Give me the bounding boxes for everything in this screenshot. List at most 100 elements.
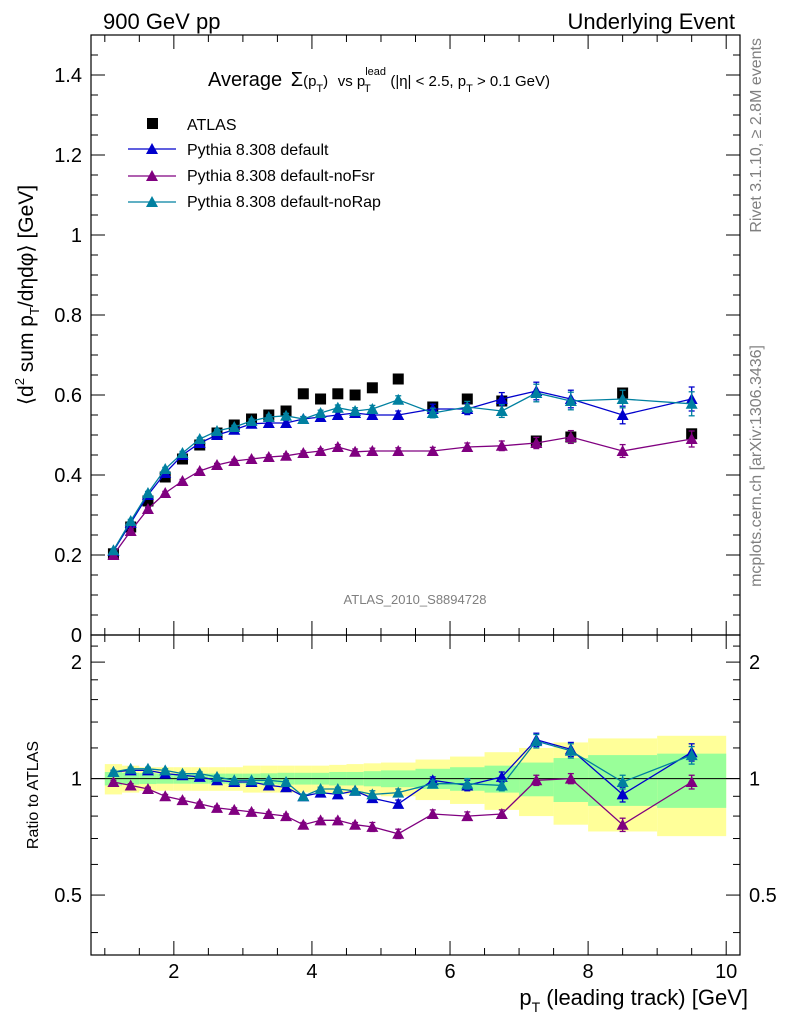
data-point-noFsr [159, 487, 172, 498]
main-ytick-label: 1.2 [54, 145, 82, 167]
data-point-noFsr [392, 445, 405, 456]
ratio-point-noRap [141, 762, 154, 774]
data-point-noFsr [245, 453, 258, 464]
ratio-ytick-label-left: 1 [71, 769, 82, 791]
main-ytick-label: 0.6 [54, 385, 82, 407]
data-point-noRap [228, 421, 241, 432]
data-point-atlas [142, 495, 154, 507]
ratio-ytick-label-right: 2 [749, 652, 760, 674]
title-sigma-sub: T [316, 83, 323, 95]
ylabel-sub: T [27, 307, 42, 315]
mcplots-label: mcplots.cern.ch [arXiv:1306.3436] [748, 345, 765, 587]
ratio-point-noRap [314, 782, 327, 794]
main-ytick-label: 0.8 [54, 305, 82, 327]
main-title: Average Σ(pT) vs plead T (|η| < 2.5, pT >… [208, 66, 550, 97]
ratio-point-noFsr [331, 814, 344, 826]
ratio-point-noFsr [124, 779, 137, 791]
ratio-xlabel: pT (leading track) [GeV] [519, 985, 748, 1015]
data-point-atlas [315, 393, 327, 405]
data-point-noFsr [616, 445, 629, 456]
data-point-noFsr [366, 445, 379, 456]
ratio-point-noFsr [176, 794, 189, 806]
main-ytick-label: 1.4 [54, 65, 82, 87]
data-point-noRap [349, 405, 362, 416]
ratio-point-noRap [564, 744, 577, 756]
ratio-point-noRap [349, 784, 362, 796]
ylabel-c: /dηdφ⟩ [GeV] [15, 185, 38, 307]
ratio-point-noRap [530, 735, 543, 747]
ratio-point-noFsr [297, 818, 310, 830]
ratio-point-noRap [124, 762, 137, 774]
ratio-point-noFsr [141, 782, 154, 794]
ratio-ytick-label-right: 0.5 [749, 885, 777, 907]
data-point-noRap [426, 407, 439, 418]
ratio-point-noRap [211, 770, 224, 782]
data-point-noRap [262, 411, 275, 422]
ratio-ytick-label-left: 2 [71, 652, 82, 674]
data-point-noRap [461, 401, 474, 412]
main-ytick-label: 0 [71, 625, 82, 647]
data-point-noRap [211, 425, 224, 436]
legend-label-nofsr: Pythia 8.308 default-noFsr [187, 168, 375, 185]
ratio-point-noFsr [392, 827, 405, 839]
ratio-point-noFsr [314, 814, 327, 826]
legend-marker-nofsr [146, 170, 158, 181]
ratio-point-noRap [392, 786, 405, 798]
data-point-noFsr [685, 433, 698, 444]
data-point-noFsr [331, 441, 344, 452]
title-sigma: Σ [291, 69, 303, 91]
data-point-noRap [107, 544, 120, 556]
data-point-noRap [616, 393, 629, 404]
ratio-point-noRap [616, 775, 629, 787]
data-point-noRap [124, 515, 137, 526]
data-point-noRap [280, 409, 293, 421]
data-point-default [616, 409, 629, 420]
data-point-atlas [297, 388, 309, 400]
data-point-noRap [331, 401, 344, 413]
title-cut1: (|η| < 2.5, p [390, 73, 466, 90]
legend-label-atlas: ATLAS [187, 117, 237, 134]
ratio-point-noFsr [349, 818, 362, 830]
data-point-noRap [495, 405, 508, 416]
xlabel-a: p [519, 985, 531, 1010]
ratio-xtick-label: 10 [715, 961, 737, 983]
legend: ATLAS Pythia 8.308 default Pythia 8.308 … [128, 117, 381, 211]
ratio-point-noRap [331, 782, 344, 794]
ratio-point-noFsr [245, 805, 258, 817]
ratio-point-noRap [461, 777, 474, 789]
data-point-noRap [297, 413, 310, 424]
data-point-noFsr [141, 503, 154, 514]
ratio-ytick-label-left: 0.5 [54, 885, 82, 907]
ratio-point-noRap [262, 774, 275, 786]
data-point-default [495, 393, 508, 404]
data-point-noFsr [564, 431, 577, 442]
data-point-noFsr [426, 445, 439, 456]
data-point-noFsr [211, 459, 224, 470]
main-ytick-label: 0.4 [54, 465, 82, 487]
data-point-default [262, 417, 275, 428]
data-point-atlas [392, 373, 404, 385]
data-point-noRap [564, 395, 577, 406]
ylabel-b: sum p [15, 315, 38, 378]
data-point-noRap [530, 387, 543, 398]
legend-marker-atlas [147, 118, 158, 129]
ratio-point-noFsr [211, 801, 224, 813]
ratio-point-noRap [193, 767, 206, 779]
ratio-ytick-label-right: 1 [749, 769, 760, 791]
main-ylabel: ⟨d2 sum pT/dηdφ⟩ [GeV] [12, 185, 42, 405]
ratio-point-noFsr [564, 772, 577, 784]
ratio-point-noFsr [616, 818, 629, 830]
data-point-atlas [461, 393, 473, 405]
main-ytick-label: 0.2 [54, 545, 82, 567]
data-point-noFsr [262, 451, 275, 462]
data-point-default [366, 409, 379, 420]
data-point-noFsr [124, 525, 137, 536]
ratio-point-default [392, 797, 405, 809]
data-point-noFsr [176, 475, 189, 486]
ylabel-sup: 2 [12, 378, 27, 385]
data-point-noRap [366, 403, 379, 414]
data-point-default [392, 409, 405, 420]
ratio-point-noFsr [366, 820, 379, 832]
data-point-noFsr [228, 455, 241, 466]
analysis-watermark: ATLAS_2010_S8894728 [344, 592, 487, 607]
